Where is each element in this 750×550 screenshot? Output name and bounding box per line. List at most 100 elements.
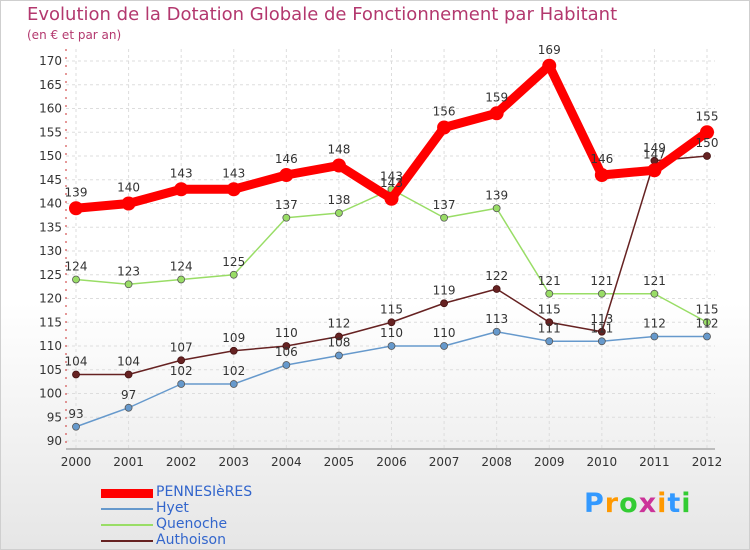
- data-label-authoison: 107: [170, 340, 193, 354]
- y-tick-label: 155: [39, 125, 62, 139]
- data-label-hyet: 110: [380, 326, 403, 340]
- data-point-pennesi-res: [331, 158, 346, 173]
- y-tick-label: 100: [39, 387, 62, 401]
- data-label-pennesi-res: 155: [696, 109, 719, 123]
- x-tick-label: 2011: [639, 455, 670, 469]
- data-point-quenoche: [440, 213, 448, 222]
- data-label-authoison: 150: [696, 136, 719, 150]
- data-point-quenoche: [177, 275, 186, 284]
- legend-swatch: [101, 488, 153, 498]
- x-tick-label: 2005: [324, 455, 355, 469]
- logo-letter: i: [657, 488, 668, 519]
- data-point-quenoche: [282, 213, 291, 222]
- legend-swatch: [101, 540, 153, 542]
- data-point-quenoche: [72, 275, 80, 284]
- x-tick-label: 2003: [218, 455, 249, 469]
- data-point-pennesi-res: [121, 196, 136, 211]
- y-tick-label: 165: [39, 78, 62, 92]
- data-label-pennesi-res: 159: [485, 90, 508, 104]
- data-point-pennesi-res: [647, 163, 662, 178]
- data-label-quenoche: 121: [538, 274, 561, 288]
- data-point-pennesi-res: [384, 191, 399, 206]
- data-label-quenoche: 125: [222, 255, 245, 269]
- data-point-quenoche: [650, 289, 659, 298]
- data-point-authoison: [282, 342, 291, 350]
- x-tick-label: 2001: [113, 455, 144, 469]
- data-point-hyet: [124, 403, 133, 412]
- data-point-hyet: [282, 361, 291, 369]
- x-tick-label: 2010: [587, 455, 618, 469]
- data-point-hyet: [387, 342, 396, 350]
- data-label-authoison: 122: [485, 269, 508, 283]
- data-label-quenoche: 143: [380, 169, 403, 183]
- data-label-hyet: 97: [121, 388, 136, 402]
- logo-letter: r: [604, 488, 620, 519]
- data-point-pennesi-res: [542, 58, 557, 73]
- axis-layer: 90 95 100 105 110 115 120 125 130 135 140 145 150 155…: [39, 49, 722, 469]
- data-point-quenoche: [545, 289, 554, 298]
- data-label-quenoche: 137: [275, 198, 298, 212]
- data-label-authoison: 109: [222, 331, 245, 345]
- data-point-hyet: [440, 342, 448, 350]
- data-label-pennesi-res: 146: [590, 152, 613, 166]
- data-point-hyet: [650, 332, 659, 341]
- data-label-hyet: 106: [275, 345, 298, 359]
- data-point-hyet: [492, 327, 501, 336]
- x-tick-label: 2000: [61, 455, 92, 469]
- data-label-authoison: 113: [590, 312, 613, 326]
- data-label-authoison: 104: [117, 355, 140, 369]
- data-label-hyet: 113: [485, 312, 508, 326]
- y-tick-label: 160: [39, 102, 62, 116]
- x-tick-label: 2009: [534, 455, 565, 469]
- data-point-pennesi-res: [700, 125, 714, 140]
- y-tick-label: 170: [39, 54, 62, 68]
- legend-label: PENNESIèRES: [156, 484, 253, 500]
- data-label-hyet: 110: [433, 326, 456, 340]
- data-label-pennesi-res: 147: [643, 147, 666, 161]
- data-point-hyet: [72, 422, 80, 431]
- grid-layer: [66, 49, 715, 449]
- data-label-quenoche: 124: [65, 260, 88, 274]
- data-point-pennesi-res: [489, 106, 504, 121]
- line-chart: 90 95 100 105 110 115 120 125 130 135 140 145 150 155…: [39, 43, 722, 469]
- data-point-pennesi-res: [174, 182, 189, 197]
- y-tick-label: 105: [39, 363, 62, 377]
- data-point-pennesi-res: [437, 120, 452, 135]
- data-point-authoison: [177, 356, 186, 365]
- legend-swatch: [101, 508, 153, 510]
- legend-label: Hyet: [156, 500, 189, 516]
- proxiti-logo: Proxiti: [584, 488, 692, 519]
- data-label-quenoche: 137: [433, 198, 456, 212]
- data-label-pennesi-res: 148: [327, 143, 350, 157]
- data-label-hyet: 112: [696, 317, 719, 331]
- y-tick-label: 145: [39, 173, 62, 187]
- data-point-authoison: [545, 318, 554, 327]
- data-point-authoison: [335, 332, 343, 341]
- data-point-authoison: [597, 327, 606, 336]
- data-label-hyet: 111: [538, 321, 561, 335]
- y-tick-label: 135: [39, 220, 62, 234]
- data-label-hyet: 112: [643, 317, 666, 331]
- y-tick-label: 120: [39, 292, 62, 306]
- x-tick-label: 2004: [271, 455, 302, 469]
- y-tick-label: 110: [39, 339, 62, 353]
- data-point-pennesi-res: [69, 201, 83, 216]
- data-point-authoison: [229, 346, 238, 355]
- logo-letter: P: [584, 488, 605, 519]
- x-tick-label: 2008: [481, 455, 512, 469]
- data-label-quenoche: 115: [696, 302, 719, 316]
- data-label-authoison: 149: [643, 141, 666, 155]
- data-point-quenoche: [229, 270, 238, 279]
- data-point-hyet: [335, 351, 343, 360]
- data-point-pennesi-res: [279, 168, 294, 182]
- y-tick-label: 90: [47, 434, 62, 448]
- data-point-quenoche: [124, 280, 133, 289]
- chart-title: Evolution de la Dotation Globale de Fonc…: [27, 4, 618, 25]
- data-label-hyet: 93: [68, 407, 83, 421]
- legend-swatch: [101, 524, 153, 526]
- data-point-authoison: [124, 370, 133, 379]
- logo-letter: o: [619, 488, 639, 519]
- series-layer: [69, 58, 714, 431]
